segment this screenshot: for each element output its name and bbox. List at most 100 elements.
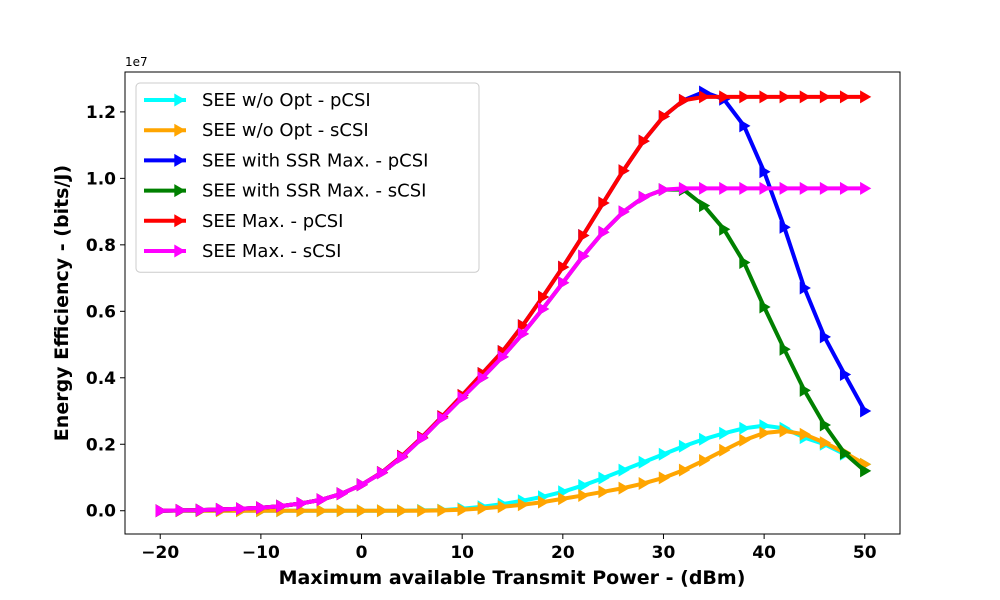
data-point: [860, 464, 872, 478]
data-point: [699, 454, 711, 468]
series-line: [158, 423, 867, 513]
data-point: [759, 300, 771, 314]
data-point: [618, 463, 630, 477]
legend-swatch-marker: [174, 153, 186, 167]
legend-label: SEE with SSR Max. - sCSI: [202, 181, 426, 202]
data-point: [578, 229, 590, 243]
legend-swatch-marker: [174, 244, 186, 258]
series-line: [158, 428, 867, 513]
data-point: [517, 327, 530, 341]
data-point: [316, 504, 328, 518]
data-point: [155, 504, 167, 518]
data-point: [296, 496, 308, 510]
data-point: [558, 492, 570, 506]
data-point: [437, 411, 449, 425]
data-point: [457, 503, 469, 517]
data-point: [819, 330, 832, 344]
data-point: [739, 433, 751, 447]
data-point: [739, 181, 751, 195]
y-tick-label: 0.8: [86, 236, 116, 256]
data-point: [658, 183, 670, 197]
legend-item: SEE w/o Opt - sCSI: [144, 120, 369, 141]
data-point: [638, 476, 650, 490]
data-point: [799, 181, 811, 195]
data-point: [256, 501, 268, 515]
data-point: [699, 199, 711, 213]
data-point: [578, 478, 590, 492]
data-point: [457, 391, 469, 405]
data-point: [618, 481, 630, 495]
y-tick-label: 1.2: [86, 103, 116, 123]
data-point: [839, 446, 852, 460]
data-point: [678, 181, 691, 195]
data-point: [819, 90, 832, 104]
data-point: [558, 260, 570, 274]
x-tick-label: 0: [356, 543, 368, 563]
data-point: [819, 418, 832, 432]
data-point: [719, 90, 731, 104]
y-tick-label: 0.6: [86, 302, 116, 322]
data-point: [678, 93, 691, 107]
axes-layer: −20 −10 0 10 20 30 40 50 0.0 0.2 0.4 0.6 0.8 1.0 1.2: [86, 103, 877, 563]
series-layer: [155, 85, 872, 518]
data-point: [598, 485, 610, 499]
legend-box: [135, 82, 480, 273]
data-point: [739, 119, 751, 133]
legend-item: SEE with SSR Max. - sCSI: [144, 181, 426, 202]
data-point: [316, 493, 328, 507]
legend-label: SEE w/o Opt - sCSI: [202, 120, 369, 141]
data-point: [598, 471, 610, 485]
data-point: [719, 443, 731, 457]
data-point: [276, 499, 288, 513]
legend-label: SEE with SSR Max. - pCSI: [202, 150, 429, 171]
data-point: [638, 134, 650, 148]
data-point: [739, 90, 751, 104]
x-tick-label: −20: [141, 543, 179, 563]
x-tick-label: 20: [551, 543, 575, 563]
data-point: [799, 383, 811, 397]
data-point: [699, 432, 711, 446]
data-point: [719, 181, 731, 195]
data-point: [839, 90, 852, 104]
data-point: [819, 181, 832, 195]
x-tick-label: 40: [752, 543, 776, 563]
legend-swatch-marker: [174, 93, 186, 107]
data-point: [417, 431, 429, 445]
data-point: [759, 181, 771, 195]
data-point: [678, 463, 691, 477]
x-tick-label: 50: [853, 543, 877, 563]
plot-frame: [124, 71, 901, 535]
data-point: [215, 502, 228, 516]
data-point: [719, 222, 731, 236]
data-point: [799, 90, 811, 104]
data-point: [799, 427, 811, 441]
data-point: [799, 281, 811, 295]
data-point: [819, 436, 832, 450]
y-axis-label: Energy Efficiency - (bits/J): [51, 165, 73, 441]
legend-label: SEE Max. - sCSI: [202, 241, 341, 262]
legend: SEE w/o Opt - pCSI SEE w/o Opt - sCSI SEE …: [135, 82, 480, 273]
data-point: [719, 426, 731, 440]
data-point: [538, 302, 550, 316]
data-point: [839, 367, 852, 381]
legend-item: SEE Max. - sCSI: [144, 241, 341, 262]
data-point: [638, 190, 650, 204]
data-point: [417, 504, 429, 518]
data-point: [618, 164, 630, 178]
x-tick-label: 10: [450, 543, 474, 563]
data-point: [779, 181, 791, 195]
data-point: [517, 498, 530, 512]
data-point: [397, 504, 409, 518]
data-point: [437, 503, 449, 517]
y-tick-label: 1.0: [86, 169, 116, 189]
data-point: [477, 371, 489, 385]
data-point: [759, 90, 771, 104]
legend-label: SEE w/o Opt - pCSI: [202, 90, 371, 111]
data-point: [336, 504, 348, 518]
legend-swatch-marker: [174, 214, 186, 228]
y-offset-label: 1e7: [125, 55, 148, 69]
data-point: [598, 225, 610, 239]
data-point: [538, 290, 550, 304]
